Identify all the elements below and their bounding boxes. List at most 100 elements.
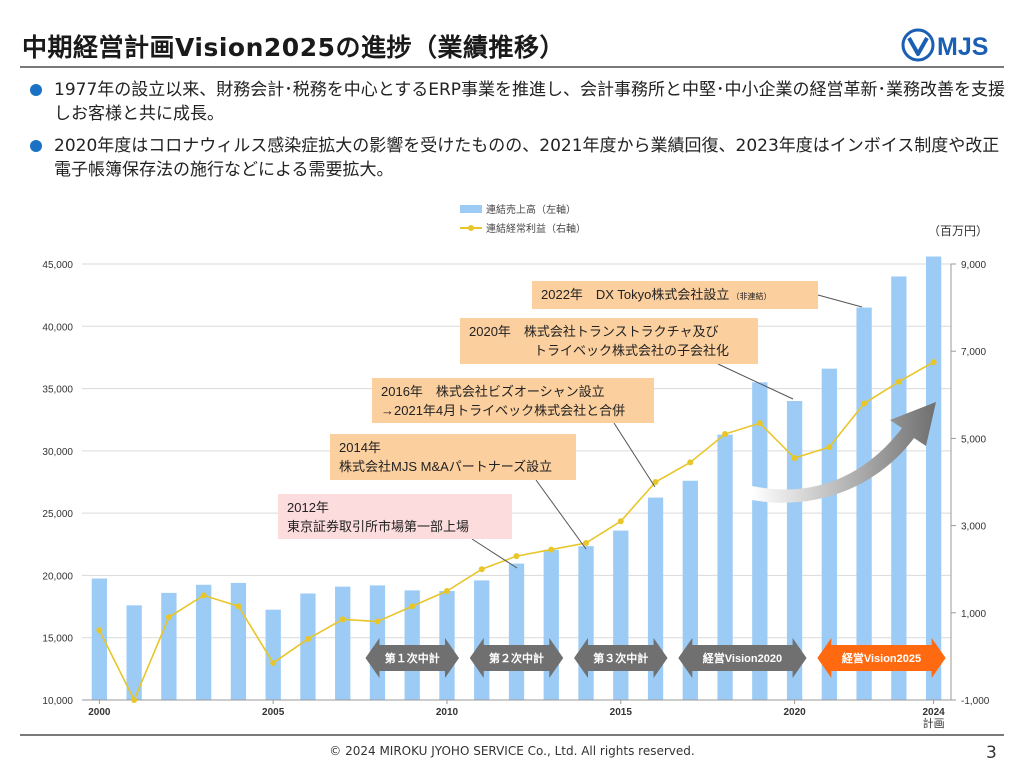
profit-point <box>374 618 381 625</box>
sales-profit-chart: 10,000 15,000 20,000 25,000 30,000 35,000 40,0… <box>42 256 990 730</box>
phase-label: 第２次中計 <box>489 651 544 665</box>
event-callout <box>460 318 758 364</box>
profit-point <box>617 518 624 525</box>
profit-point <box>722 431 729 438</box>
profit-point <box>478 566 485 573</box>
sales-bar <box>265 609 281 700</box>
callout-leader <box>613 422 656 488</box>
growth-arrow-icon <box>752 402 936 503</box>
y-left-tick-label: 20,000 <box>42 571 73 582</box>
phase-arrow <box>574 638 668 678</box>
sales-bar <box>508 563 525 700</box>
profit-point <box>756 420 763 427</box>
sales-bar <box>786 401 803 700</box>
x-sublabel-plan: 計画 <box>923 716 945 730</box>
profit-point <box>443 588 450 594</box>
y-right-tick-label: 7,000 <box>961 347 986 358</box>
sales-bar <box>126 605 142 700</box>
legend-line-swatch <box>460 224 482 232</box>
profit-point <box>96 627 103 634</box>
phase-arrow <box>678 638 807 678</box>
profit-point <box>930 359 937 366</box>
y-right-tick-label: 5,000 <box>961 434 986 445</box>
callout-text: 2022年 DX Tokyo株式会社設立 （非連結） <box>541 287 772 302</box>
event-callout <box>330 434 576 480</box>
y-right-tick-label: 1,000 <box>961 609 986 620</box>
y-left-tick-label: 10,000 <box>42 696 73 707</box>
phase-label: 第１次中計 <box>385 651 440 665</box>
sales-bar <box>856 307 872 700</box>
legend-item-profit: 連結経常利益（右軸） <box>460 218 586 237</box>
y-left-tick-label: 30,000 <box>42 447 73 458</box>
legend-label-sales: 連結売上高（左軸） <box>486 205 576 216</box>
bullet-item: 2020年度はコロナウィルス感染症拡大の影響を受けたものの、2021年度から業績… <box>30 134 1006 182</box>
sales-bar <box>925 256 942 700</box>
sales-bar <box>161 592 177 700</box>
phase-arrow <box>469 638 564 678</box>
callout-text: 東京証券取引所市場第一部上場 <box>287 519 469 534</box>
profit-point <box>235 603 242 610</box>
event-callout <box>372 378 654 423</box>
callout-text: トライベック株式会社の子会社化 <box>469 343 729 358</box>
callout-text: 2020年 株式会社トランストラクチャ及び <box>469 324 719 339</box>
y-left-tick-label: 15,000 <box>42 634 73 645</box>
profit-point <box>339 616 346 623</box>
sales-bar <box>300 593 316 700</box>
callout-leader <box>717 363 794 400</box>
x-tick-label: 2000 <box>88 707 111 718</box>
callout-text: 株式会社MJS M&Aパートナーズ設立 <box>339 459 552 474</box>
x-tick-label: 2005 <box>262 707 285 718</box>
sales-bar <box>335 586 351 700</box>
sales-bar <box>891 276 907 700</box>
sales-bar <box>196 584 212 700</box>
x-tick-label: 2024 <box>922 707 945 718</box>
sales-bar <box>91 578 108 700</box>
bullet-list: 1977年の設立以来、財務会計･税務を中心とするERP事業を推進し、会計事務所と… <box>30 78 1006 190</box>
legend-bar-swatch <box>460 204 482 213</box>
phase-label: 第３次中計 <box>593 651 648 665</box>
y-right-tick-label: -1,000 <box>961 696 990 707</box>
x-tick-label: 2020 <box>783 707 806 718</box>
sales-bar <box>613 530 629 700</box>
phase-label: 経営Vision2025 <box>842 651 921 665</box>
event-callout <box>532 281 818 309</box>
profit-point <box>409 603 416 610</box>
profit-point <box>513 553 520 560</box>
callout-text: →2021年4月トライベック株式会社と合併 <box>381 403 625 418</box>
sales-bar <box>230 582 247 700</box>
phase-arrow <box>817 638 946 678</box>
sales-bar <box>752 382 768 700</box>
profit-point <box>861 400 868 407</box>
footer-divider <box>20 734 1004 736</box>
callout-text: 2016年 株式会社ビズオーシャン設立 <box>381 384 605 399</box>
sales-bar <box>474 580 490 700</box>
callout-text: 2014年 <box>339 440 381 455</box>
y-left-tick-label: 25,000 <box>42 509 73 520</box>
bullet-text: 2020年度はコロナウィルス感染症拡大の影響を受けたものの、2021年度から業績… <box>54 136 1000 180</box>
callout-suffix: （非連結） <box>729 291 771 301</box>
callout-leader <box>471 538 518 569</box>
callout-leader <box>535 479 587 550</box>
bullet-dot-icon <box>30 84 42 96</box>
bullet-item: 1977年の設立以来、財務会計･税務を中心とするERP事業を推進し、会計事務所と… <box>30 78 1006 126</box>
profit-point <box>652 479 659 485</box>
title-divider <box>20 66 1004 68</box>
sales-bar <box>717 434 733 700</box>
legend-item-sales: 連結売上高（左軸） <box>460 199 586 218</box>
sales-bar <box>543 549 559 700</box>
y-left-tick-label: 35,000 <box>42 385 73 396</box>
y-right-tick-label: 3,000 <box>961 522 986 533</box>
x-tick-label: 2010 <box>436 707 459 718</box>
profit-point <box>548 546 555 553</box>
profit-point <box>791 455 798 462</box>
mjs-logo: MJS <box>901 28 988 62</box>
phase-arrow <box>365 638 459 678</box>
page-number: 3 <box>986 743 997 763</box>
y-left-tick-label: 45,000 <box>42 260 73 271</box>
page-title: 中期経営計画Vision2025の進捗（業績推移） <box>22 33 565 62</box>
callout-text: 2012年 <box>287 500 329 515</box>
profit-point <box>826 444 833 451</box>
profit-point <box>131 697 138 703</box>
y-right-tick-label: 9,000 <box>961 260 986 271</box>
chart-legend: 連結売上高（左軸） 連結経常利益（右軸） <box>460 199 586 237</box>
